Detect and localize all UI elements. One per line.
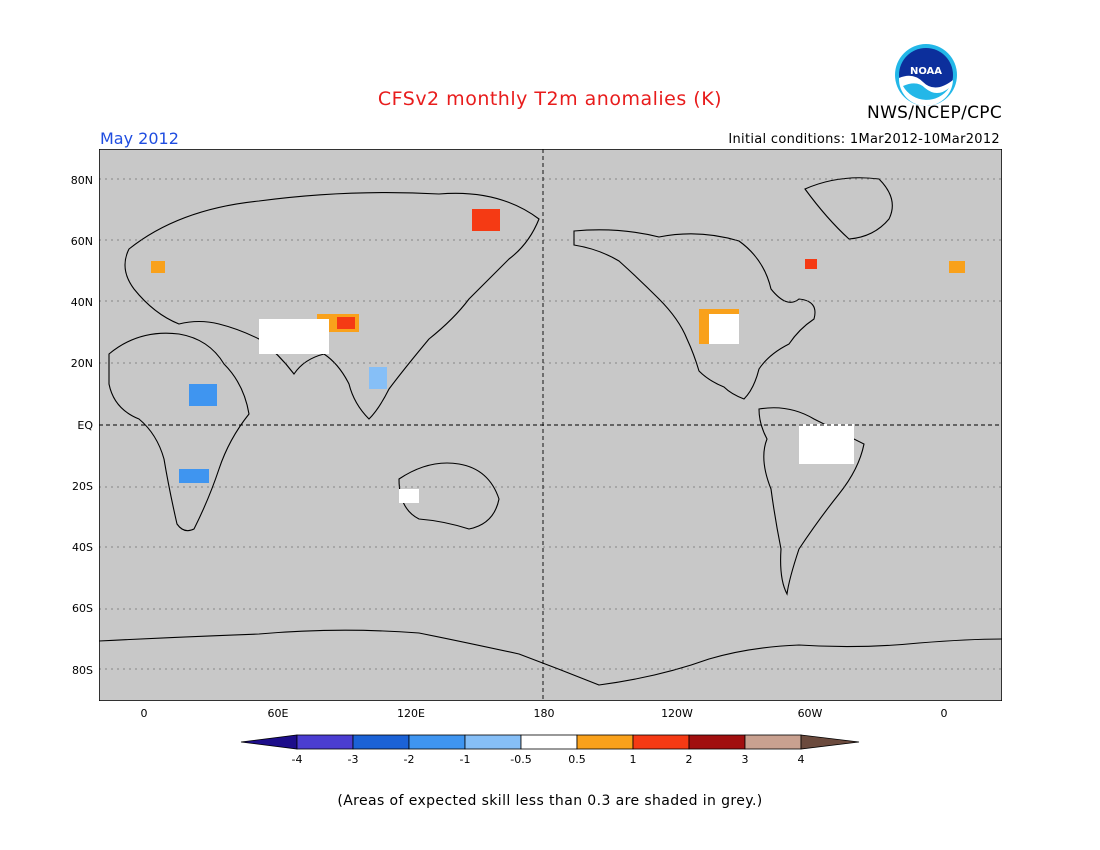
lat-label: 20N — [71, 357, 93, 370]
lon-label: 0 — [941, 707, 948, 720]
lon-label: 60E — [268, 707, 289, 720]
colorbar-bin — [464, 734, 522, 750]
map-title: CFSv2 monthly T2m anomalies (K) — [377, 88, 723, 110]
lat-label: 60S — [72, 602, 93, 615]
lon-label: 180 — [534, 707, 555, 720]
gridlines — [99, 178, 1002, 670]
colorbar-label: -1 — [460, 753, 471, 766]
colorbar-bin — [520, 734, 578, 750]
colorbar-end-low — [240, 734, 298, 750]
lon-label: 60W — [798, 707, 823, 720]
colorbar-label: 4 — [798, 753, 805, 766]
agency-label: NWS/NCEP/CPC — [867, 103, 1002, 123]
initial-conditions: Initial conditions: 1Mar2012-10Mar2012 — [728, 132, 1000, 147]
colorbar-bin — [632, 734, 690, 750]
colorbar-bin — [744, 734, 802, 750]
noaa-logo: NOAA — [895, 44, 957, 107]
lat-label: 40N — [71, 296, 93, 309]
anomaly-patches — [151, 209, 965, 503]
colorbar-label: 3 — [742, 753, 749, 766]
lat-label: 80N — [71, 174, 93, 187]
colorbar-bin — [408, 734, 466, 750]
colorbar-bin — [576, 734, 634, 750]
colorbar-label: 2 — [686, 753, 693, 766]
lat-label: 80S — [72, 664, 93, 677]
colorbar-label: -3 — [348, 753, 359, 766]
reference-lines — [99, 149, 1002, 701]
colorbar-bin — [296, 734, 354, 750]
coastlines — [99, 177, 1002, 686]
colorbar-label: -2 — [404, 753, 415, 766]
colorbar-bin — [352, 734, 410, 750]
skill-footnote: (Areas of expected skill less than 0.3 a… — [337, 793, 763, 809]
lat-label: 20S — [72, 480, 93, 493]
anomaly-map — [99, 149, 1002, 701]
lon-label: 120W — [661, 707, 693, 720]
colorbar-label: 0.5 — [568, 753, 586, 766]
colorbar-bin — [688, 734, 746, 750]
colorbar — [240, 734, 860, 750]
lat-label: EQ — [77, 419, 93, 432]
logo-text: NOAA — [910, 66, 942, 77]
lon-label: 0 — [141, 707, 148, 720]
lat-label: 60N — [71, 235, 93, 248]
colorbar-label: 1 — [630, 753, 637, 766]
lon-label: 120E — [397, 707, 425, 720]
forecast-month: May 2012 — [100, 129, 179, 148]
colorbar-label: -4 — [292, 753, 303, 766]
colorbar-end-high — [800, 734, 860, 750]
colorbar-label: -0.5 — [510, 753, 531, 766]
lat-label: 40S — [72, 541, 93, 554]
